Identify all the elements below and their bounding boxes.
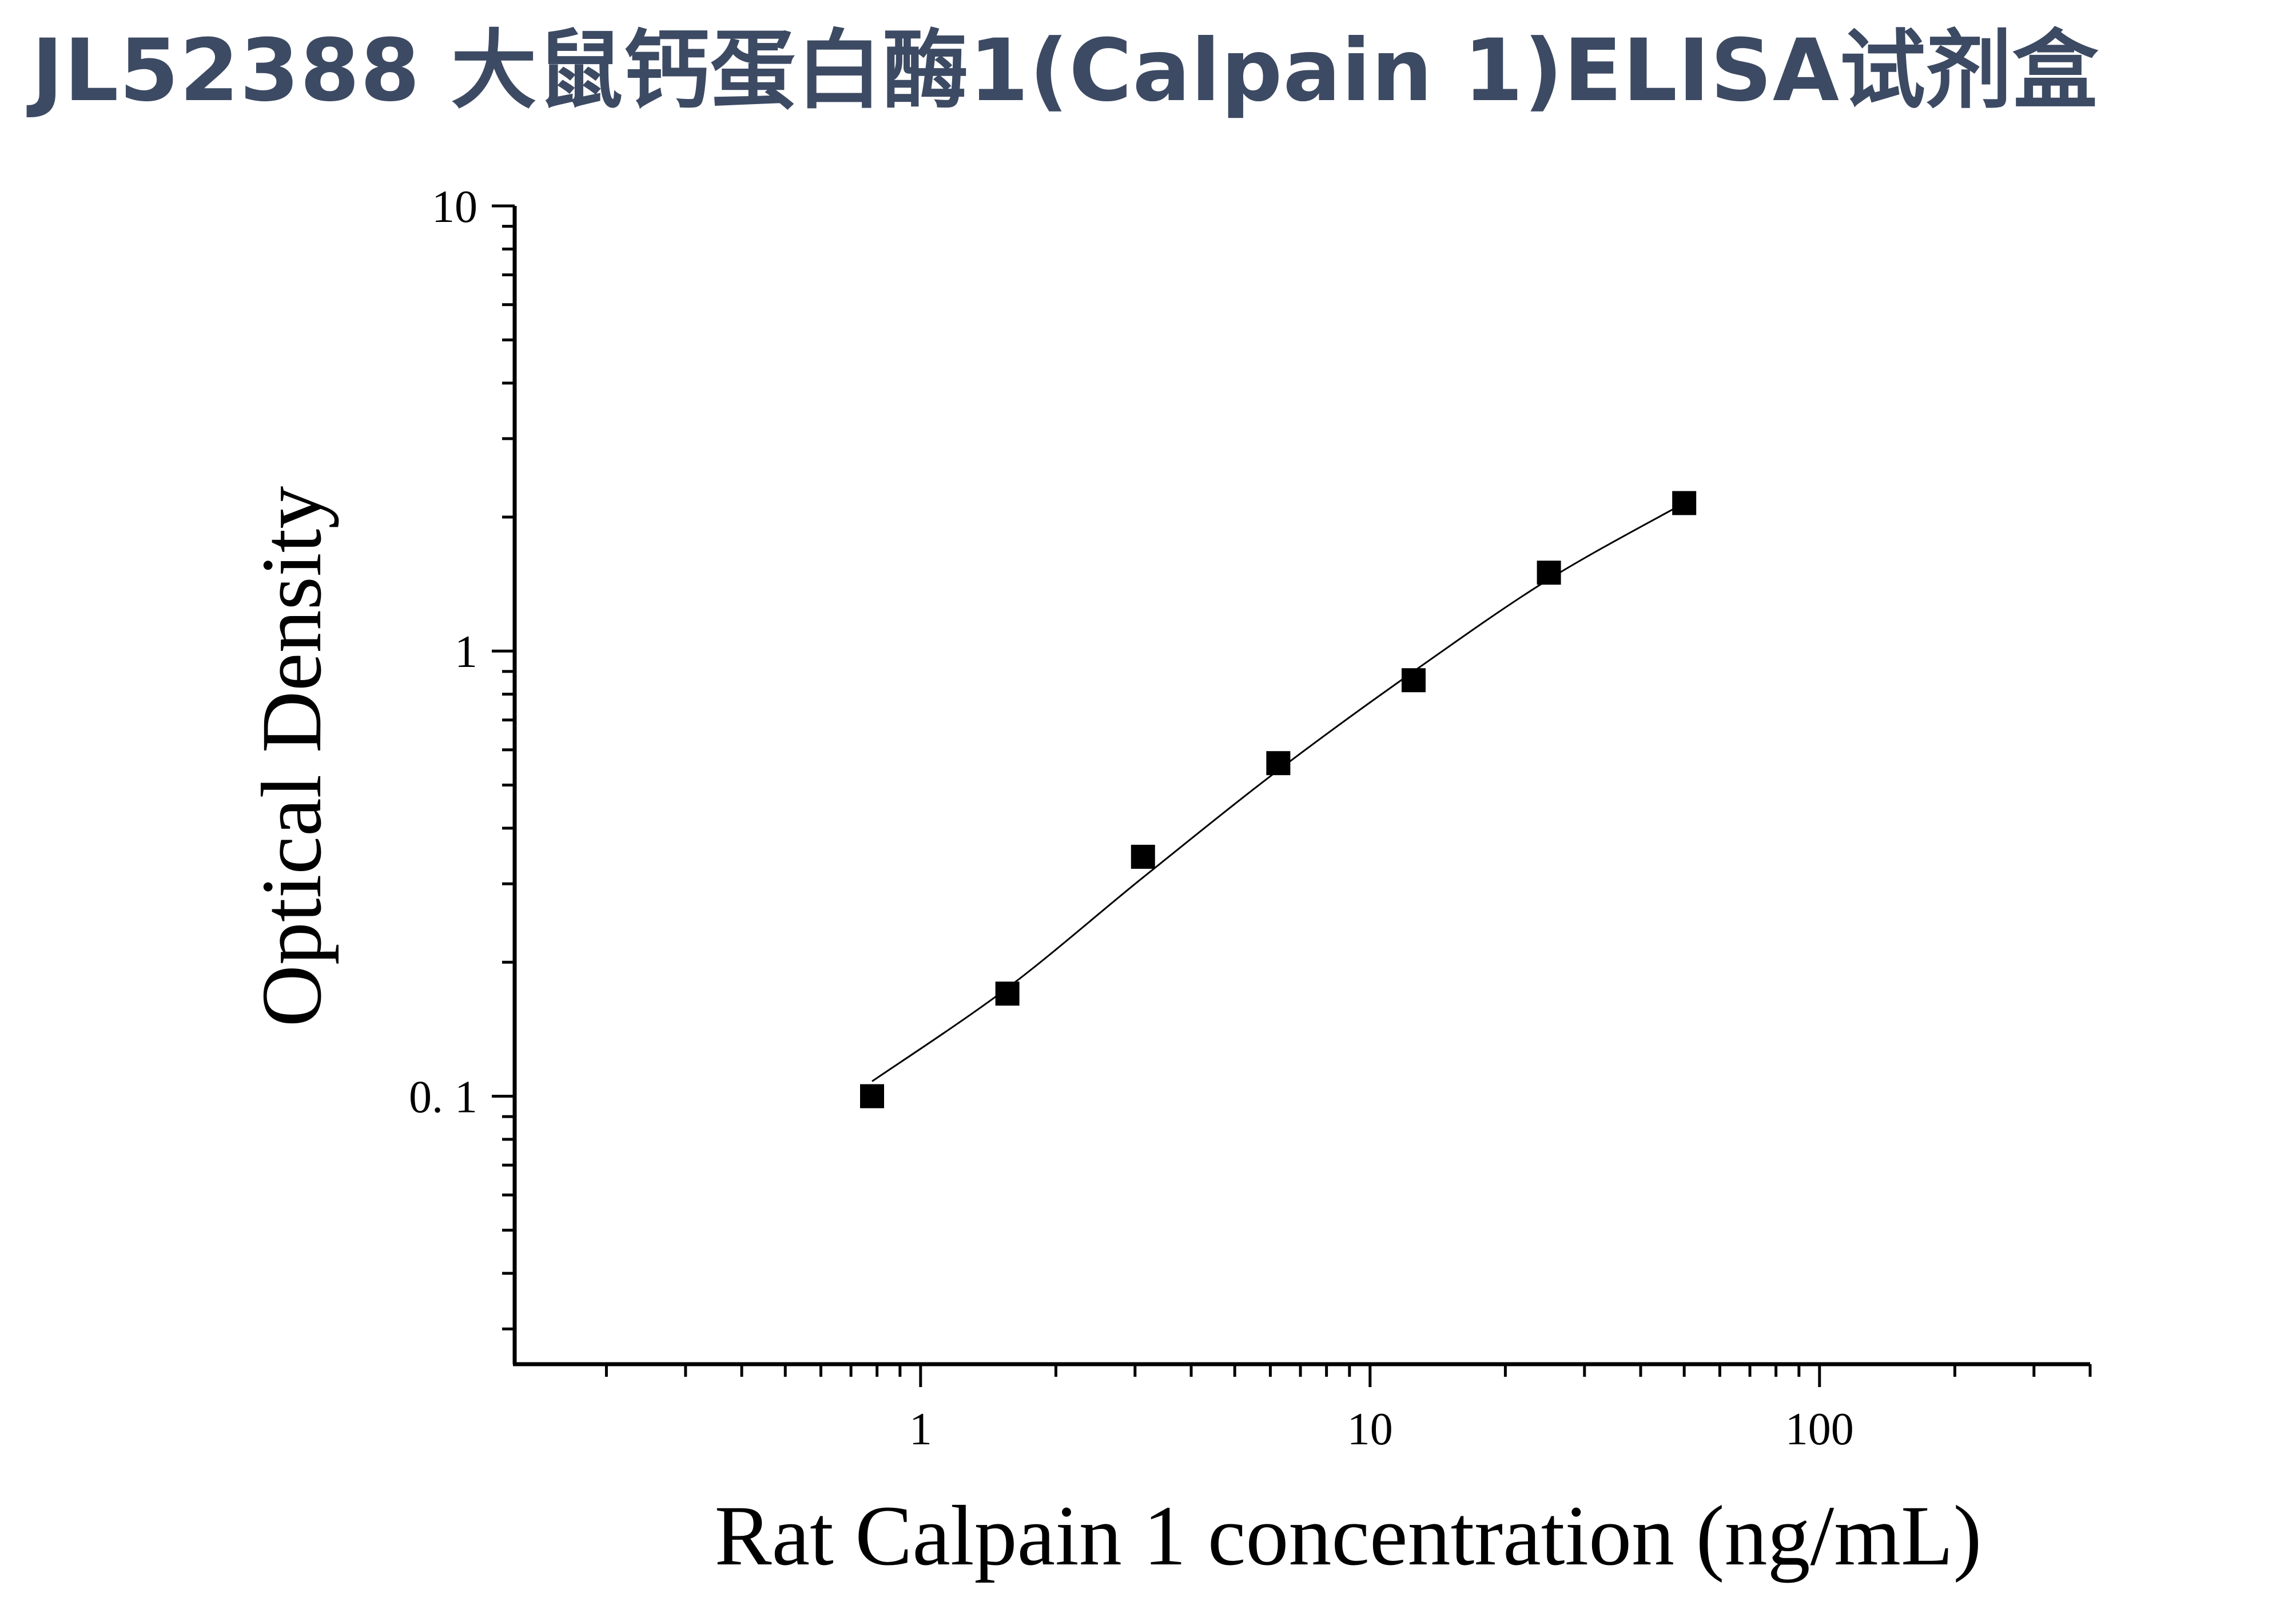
x-tick-label: 100	[1785, 1404, 1854, 1455]
page-title: JL52388 大鼠钙蛋白酶1(Calpain 1)ELISA试剂盒	[31, 21, 2099, 121]
y-axis-ticks: 0. 1 1 10	[409, 182, 515, 1330]
x-tick-label: 1	[909, 1404, 932, 1455]
fit-curve-group	[872, 502, 1685, 1082]
fit-curve-line	[872, 502, 1685, 1082]
data-point-marker	[1131, 844, 1155, 869]
data-point-marker	[1537, 561, 1561, 585]
y-tick-label: 10	[432, 182, 477, 232]
x-axis-label: Rat Calpain 1 concentration (ng/mL)	[714, 1488, 1981, 1583]
y-axis-label: Optical Density	[244, 486, 339, 1027]
y-tick-label: 0. 1	[409, 1072, 477, 1122]
chart-axes	[512, 206, 2090, 1366]
data-point-marker	[995, 982, 1020, 1006]
data-point-marker	[860, 1084, 885, 1109]
x-tick-label: 10	[1347, 1404, 1393, 1455]
data-point-marker	[1672, 491, 1697, 515]
data-point-marker	[1266, 751, 1291, 776]
x-axis-ticks: 1 10 100	[604, 1364, 2092, 1455]
y-tick-label: 1	[455, 627, 477, 677]
data-points	[860, 491, 1697, 1109]
data-point-marker	[1401, 668, 1426, 693]
